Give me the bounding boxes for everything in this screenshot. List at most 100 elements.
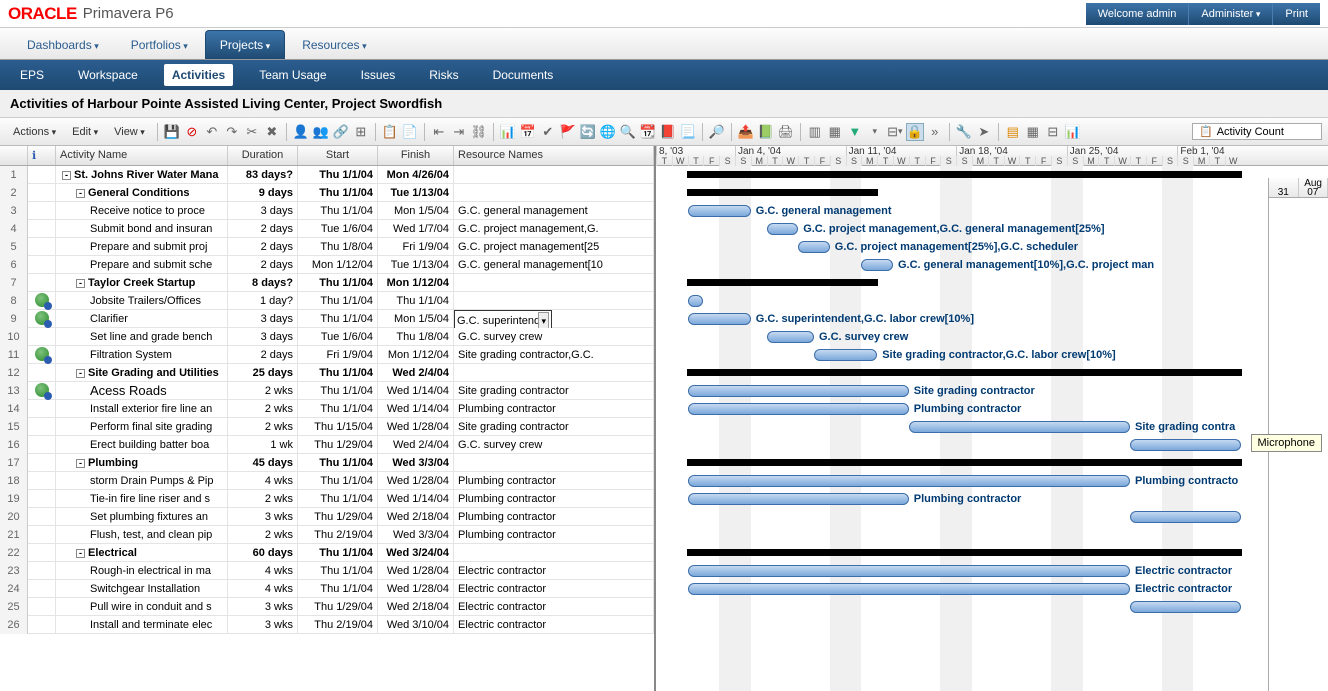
- resource-cell[interactable]: G.C. survey crew: [454, 436, 654, 454]
- finish-cell[interactable]: Wed 1/28/04: [378, 580, 454, 598]
- table-row[interactable]: 16Erect building batter boa1 wkThu 1/29/…: [0, 436, 654, 454]
- resource-cell[interactable]: Plumbing contractor: [454, 490, 654, 508]
- finish-cell[interactable]: Wed 3/3/04: [378, 526, 454, 544]
- edit-menu[interactable]: Edit: [65, 122, 105, 142]
- gantt-row[interactable]: Plumbing contracto: [656, 472, 1328, 490]
- duration-cell[interactable]: 9 days: [228, 184, 298, 202]
- duration-cell[interactable]: 3 wks: [228, 598, 298, 616]
- table-row[interactable]: 6Prepare and submit sche2 daysMon 1/12/0…: [0, 256, 654, 274]
- grid-icon[interactable]: ⊞: [352, 123, 370, 141]
- start-cell[interactable]: Thu 1/1/04: [298, 580, 378, 598]
- resource-cell[interactable]: [454, 544, 654, 562]
- sub-tab-issues[interactable]: Issues: [353, 64, 404, 86]
- task-bar[interactable]: Plumbing contractor: [688, 403, 909, 415]
- duration-cell[interactable]: 2 wks: [228, 418, 298, 436]
- cancel-icon[interactable]: ⊘: [183, 123, 201, 141]
- start-cell[interactable]: Thu 1/8/04: [298, 238, 378, 256]
- resource-cell[interactable]: Plumbing contractor: [454, 526, 654, 544]
- start-cell[interactable]: Thu 1/1/04: [298, 202, 378, 220]
- view4-icon[interactable]: 📊: [1064, 123, 1082, 141]
- task-bar[interactable]: G.C. general management[10%],G.C. projec…: [861, 259, 893, 271]
- start-cell[interactable]: Thu 1/1/04: [298, 166, 378, 184]
- resource-cell[interactable]: Site grading contractor: [454, 382, 654, 400]
- finish-cell[interactable]: Mon 1/12/04: [378, 346, 454, 364]
- start-cell[interactable]: Mon 1/12/04: [298, 256, 378, 274]
- table-row[interactable]: 15Perform final site grading2 wksThu 1/1…: [0, 418, 654, 436]
- resource-cell[interactable]: [454, 292, 654, 310]
- sub-tab-activities[interactable]: Activities: [164, 64, 233, 86]
- duration-cell[interactable]: 2 wks: [228, 490, 298, 508]
- table-row[interactable]: 24Switchgear Installation4 wksThu 1/1/04…: [0, 580, 654, 598]
- progress-icon[interactable]: 📊: [499, 123, 517, 141]
- table-row[interactable]: 18storm Drain Pumps & Pip4 wksThu 1/1/04…: [0, 472, 654, 490]
- date-icon[interactable]: 📅: [519, 123, 537, 141]
- task-bar[interactable]: [1130, 511, 1241, 523]
- finish-cell[interactable]: Wed 2/4/04: [378, 364, 454, 382]
- table-row[interactable]: 26Install and terminate elec3 wksThu 2/1…: [0, 616, 654, 634]
- table-row[interactable]: 11Filtration System2 daysFri 1/9/04Mon 1…: [0, 346, 654, 364]
- resource-cell[interactable]: Plumbing contractor: [454, 400, 654, 418]
- activity-name-cell[interactable]: -Taylor Creek Startup: [56, 274, 228, 292]
- resource-cell[interactable]: G.C. project management,G.: [454, 220, 654, 238]
- start-cell[interactable]: Thu 1/1/04: [298, 454, 378, 472]
- welcome-label[interactable]: Welcome admin: [1086, 3, 1190, 25]
- finish-cell[interactable]: Mon 1/5/04: [378, 202, 454, 220]
- duration-cell[interactable]: 25 days: [228, 364, 298, 382]
- task-bar[interactable]: G.C. project management[25%],G.C. schedu…: [798, 241, 830, 253]
- table-row[interactable]: 9Clarifier3 daysThu 1/1/04Mon 1/5/04G.C.…: [0, 310, 654, 328]
- table-row[interactable]: 23Rough-in electrical in ma4 wksThu 1/1/…: [0, 562, 654, 580]
- finish-cell[interactable]: Thu 1/1/04: [378, 292, 454, 310]
- finish-cell[interactable]: Wed 1/14/04: [378, 382, 454, 400]
- table-row[interactable]: 14Install exterior fire line an2 wksThu …: [0, 400, 654, 418]
- print-button[interactable]: Print: [1273, 3, 1320, 25]
- check-icon[interactable]: ✔: [539, 123, 557, 141]
- task-bar[interactable]: [1130, 601, 1241, 613]
- expand-toggle[interactable]: -: [76, 549, 85, 558]
- task-bar[interactable]: G.C. general management: [688, 205, 751, 217]
- resource-cell[interactable]: G.C. general management[10: [454, 256, 654, 274]
- lock-icon[interactable]: 🔒: [906, 123, 924, 141]
- finish-cell[interactable]: Mon 4/26/04: [378, 166, 454, 184]
- expand-toggle[interactable]: -: [62, 171, 71, 180]
- duration-cell[interactable]: 4 wks: [228, 472, 298, 490]
- gantt-row[interactable]: Electric contractor: [656, 580, 1328, 598]
- finish-cell[interactable]: Thu 1/8/04: [378, 328, 454, 346]
- view2-icon[interactable]: ▦: [1024, 123, 1042, 141]
- activity-name-cell[interactable]: Install and terminate elec: [56, 616, 228, 634]
- resource-cell[interactable]: G.C. project management[25: [454, 238, 654, 256]
- search-icon[interactable]: 🔍: [619, 123, 637, 141]
- table-row[interactable]: 2-General Conditions9 daysThu 1/1/04Tue …: [0, 184, 654, 202]
- activity-name-cell[interactable]: Acess Roads: [56, 382, 228, 400]
- table-row[interactable]: 10Set line and grade bench3 daysTue 1/6/…: [0, 328, 654, 346]
- zoom-icon[interactable]: 🔎: [708, 123, 726, 141]
- undo-icon[interactable]: ↶: [203, 123, 221, 141]
- start-cell[interactable]: Thu 1/29/04: [298, 598, 378, 616]
- resource-cell[interactable]: [454, 454, 654, 472]
- col-start[interactable]: Start: [298, 146, 378, 165]
- activity-name-cell[interactable]: Prepare and submit sche: [56, 256, 228, 274]
- activity-name-cell[interactable]: Jobsite Trailers/Offices: [56, 292, 228, 310]
- finish-cell[interactable]: Wed 3/3/04: [378, 454, 454, 472]
- finish-cell[interactable]: Mon 1/12/04: [378, 274, 454, 292]
- gantt-row[interactable]: Site grading contractor,G.C. labor crew[…: [656, 346, 1328, 364]
- start-cell[interactable]: Thu 1/1/04: [298, 292, 378, 310]
- table-row[interactable]: 7-Taylor Creek Startup8 days?Thu 1/1/04M…: [0, 274, 654, 292]
- summary-bar[interactable]: [688, 369, 1241, 376]
- start-cell[interactable]: Thu 1/1/04: [298, 544, 378, 562]
- actions-menu[interactable]: Actions: [6, 122, 63, 142]
- duration-cell[interactable]: 3 days: [228, 310, 298, 328]
- activity-name-cell[interactable]: Rough-in electrical in ma: [56, 562, 228, 580]
- start-cell[interactable]: Thu 1/1/04: [298, 274, 378, 292]
- main-tab-dashboards[interactable]: Dashboards: [12, 30, 114, 59]
- table-row[interactable]: 25Pull wire in conduit and s3 wksThu 1/2…: [0, 598, 654, 616]
- cal-icon[interactable]: 📆: [639, 123, 657, 141]
- finish-cell[interactable]: Wed 1/28/04: [378, 472, 454, 490]
- task-bar[interactable]: Plumbing contracto: [688, 475, 1130, 487]
- summary-bar[interactable]: [688, 549, 1241, 556]
- duration-cell[interactable]: 2 days: [228, 238, 298, 256]
- resource-cell[interactable]: Electric contractor: [454, 562, 654, 580]
- start-cell[interactable]: Thu 1/1/04: [298, 310, 378, 328]
- finish-cell[interactable]: Wed 1/28/04: [378, 562, 454, 580]
- resource-editor[interactable]: G.C. superintendent,G.C.▾: [454, 310, 552, 328]
- table-row[interactable]: 21Flush, test, and clean pip2 wksThu 2/1…: [0, 526, 654, 544]
